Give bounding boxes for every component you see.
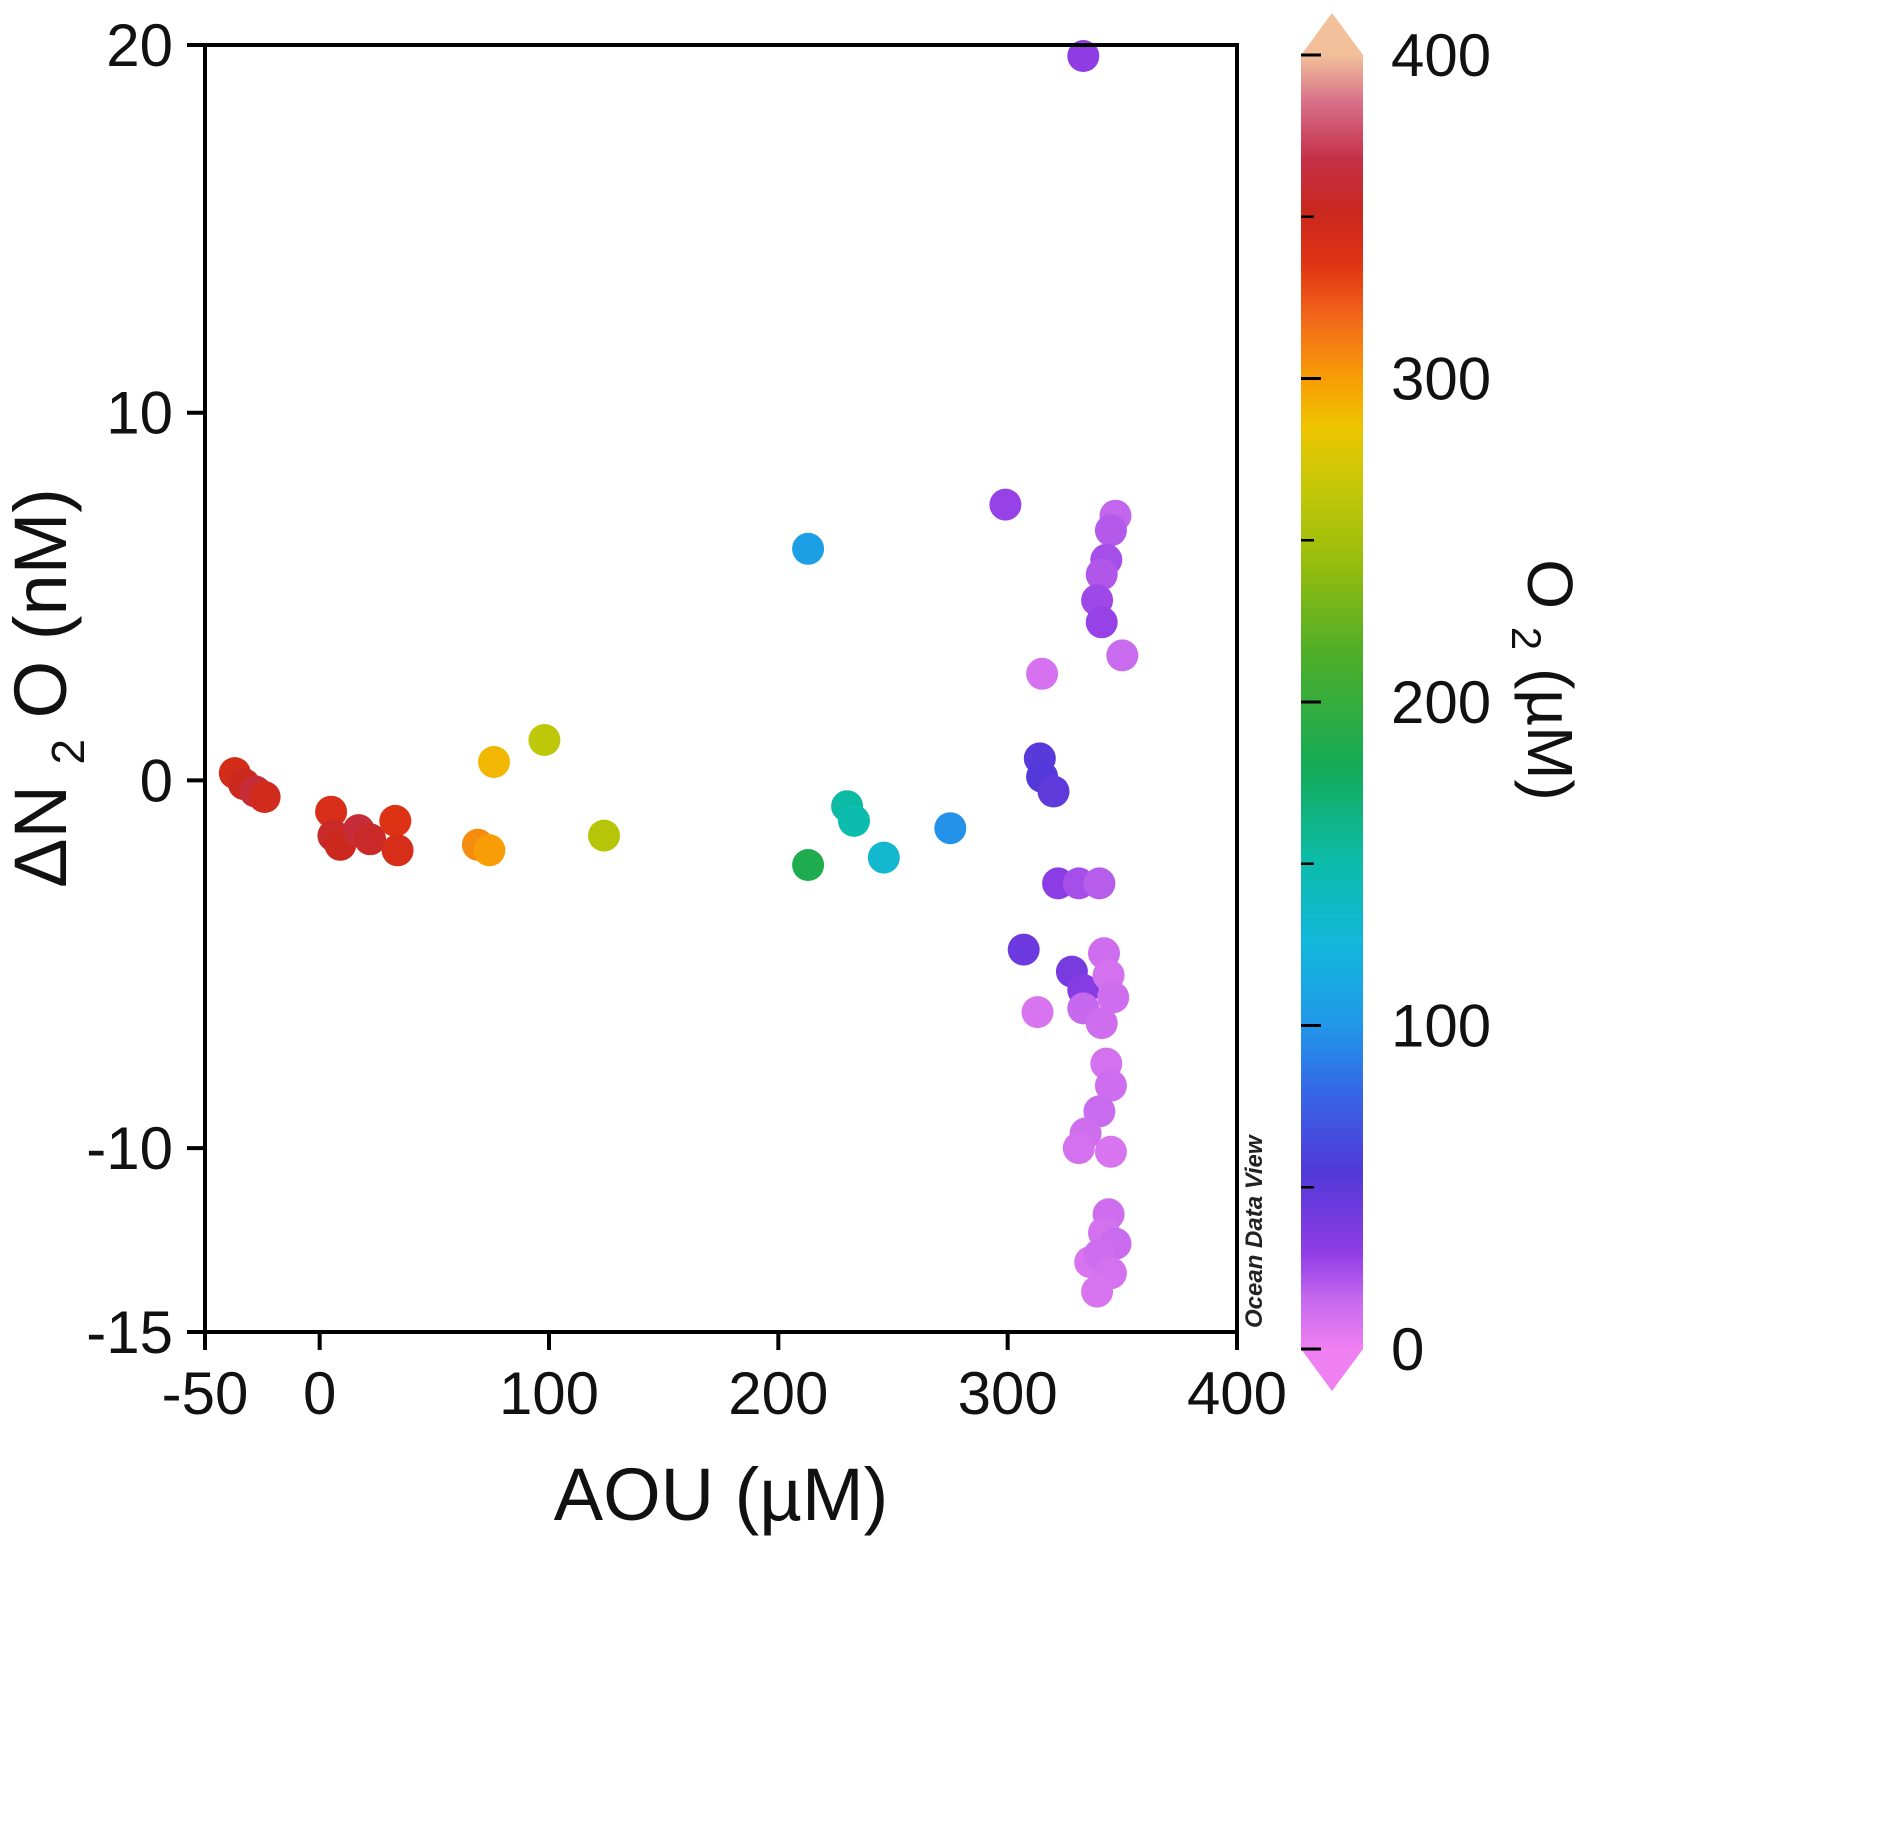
y-axis-label-main: ΔN (0, 785, 82, 888)
data-point (354, 823, 387, 856)
x-tick-label: 300 (958, 1360, 1058, 1427)
data-point (1026, 657, 1059, 690)
colorbar: 400 300 200 100 0 (1301, 13, 1491, 1391)
data-point (1097, 981, 1130, 1014)
data-point (248, 781, 281, 813)
data-point (1085, 606, 1118, 639)
data-point (1081, 1275, 1114, 1308)
colorbar-label-suffix: (µM) (1514, 668, 1586, 801)
data-point (528, 724, 561, 756)
x-tick-label: 200 (728, 1360, 828, 1427)
x-tick-label: -50 (162, 1360, 249, 1427)
colorbar-tick-label: 0 (1391, 1316, 1424, 1383)
data-point (1007, 933, 1040, 966)
data-point (478, 746, 510, 778)
y-tick-label: -10 (86, 1115, 173, 1182)
ocean-data-view-credit: Ocean Data View (1241, 1134, 1268, 1328)
y-tick-label: 0 (140, 747, 173, 814)
data-point (379, 804, 412, 837)
x-tick-label: 400 (1187, 1360, 1287, 1427)
data-point (867, 841, 900, 874)
scatter-points (218, 40, 1139, 1308)
data-point (1085, 1007, 1118, 1040)
x-tick-label: 100 (499, 1360, 599, 1427)
colorbar-arrow-top (1301, 13, 1363, 55)
data-point (1094, 1135, 1127, 1168)
data-point (1062, 1132, 1095, 1165)
data-point (1106, 639, 1139, 672)
data-point (473, 834, 506, 867)
data-point (989, 488, 1022, 521)
data-point (1094, 1069, 1127, 1102)
data-point (792, 849, 825, 881)
data-point (1037, 775, 1070, 808)
colorbar-ticks (1301, 53, 1321, 1351)
data-point (934, 812, 967, 845)
colorbar-tick-label: 200 (1391, 669, 1491, 736)
x-tick-label: 0 (303, 1360, 336, 1427)
colorbar-arrow-bottom (1301, 1349, 1363, 1391)
data-point (315, 795, 348, 828)
y-tick-label: 10 (106, 380, 173, 447)
colorbar-axis-label: O 2 (µM) (1498, 559, 1586, 801)
colorbar-tick-label: 100 (1391, 993, 1491, 1060)
colorbar-tick-labels: 400 300 200 100 0 (1391, 22, 1491, 1383)
data-point (1094, 514, 1127, 547)
axis-ticks (187, 43, 1239, 1350)
y-tick-label: -15 (86, 1299, 173, 1366)
y-axis-label: ΔN 2 O (nM) (0, 488, 100, 888)
colorbar-label-main: O (1514, 559, 1586, 609)
data-point (1021, 996, 1054, 1029)
colorbar-label-subscript: 2 (1503, 627, 1550, 650)
data-point (1083, 867, 1116, 900)
data-point (1085, 558, 1118, 591)
data-point (838, 804, 870, 837)
plot-border (203, 43, 1239, 1334)
data-point (588, 819, 620, 852)
x-axis-label: AOU (µM) (554, 1453, 888, 1536)
colorbar-tick-label: 300 (1391, 346, 1491, 413)
y-tick-label: 20 (106, 12, 173, 79)
y-axis-label-subscript: 2 (42, 739, 94, 765)
y-axis-label-suffix: O (nM) (0, 488, 82, 718)
data-point (792, 532, 825, 565)
data-point (1067, 40, 1100, 72)
colorbar-tick-label: 400 (1391, 22, 1491, 89)
data-point (381, 834, 414, 867)
